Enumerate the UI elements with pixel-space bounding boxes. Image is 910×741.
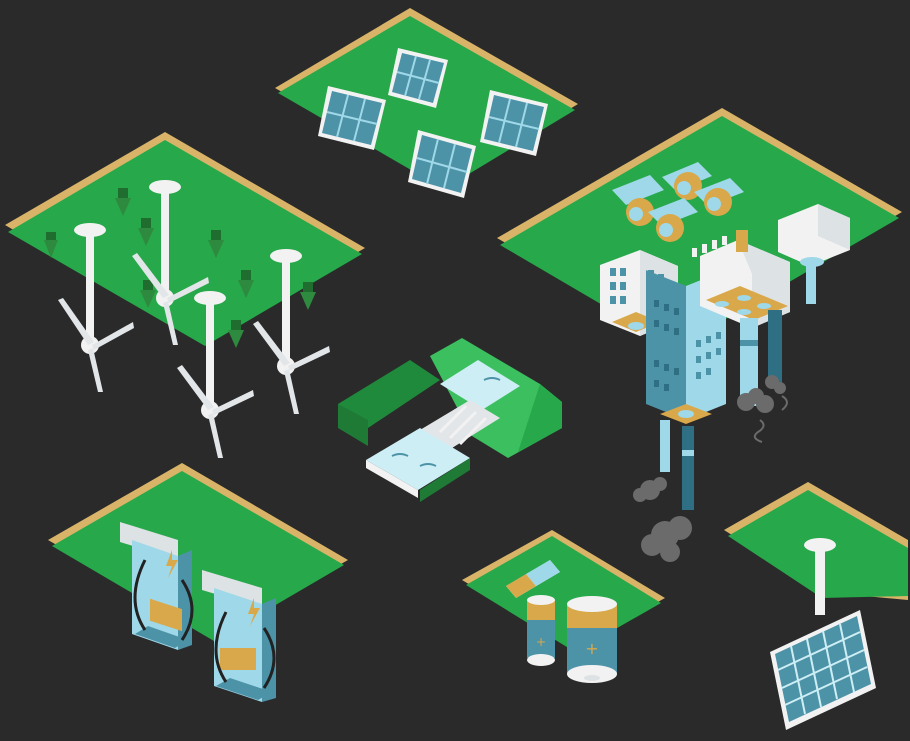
wind-turbine-icon — [132, 180, 209, 345]
solar-panel-island-icon — [724, 482, 908, 730]
charging-station-icon — [120, 522, 194, 650]
solar-panel-icon — [388, 48, 448, 108]
river — [366, 428, 470, 490]
power-plant-island-icon — [497, 108, 902, 562]
solar-panel-icon — [480, 90, 548, 156]
wind-turbine-icon — [58, 223, 134, 392]
island-grass — [466, 536, 661, 652]
factory-icon — [692, 204, 850, 406]
smoke-icon — [633, 375, 786, 562]
battery-plus-label: + — [585, 639, 598, 658]
solar-panel-icon — [770, 538, 876, 730]
wind-turbine-icon — [177, 291, 254, 458]
tank-icon — [612, 162, 744, 242]
dam-wall — [420, 400, 500, 448]
battery-icon — [506, 560, 560, 598]
reservoir — [440, 360, 520, 410]
solar-farm-island-icon — [275, 8, 578, 198]
charging-station-icon — [202, 570, 276, 702]
wind-turbine-icon — [253, 249, 330, 414]
solar-panel-icon — [318, 86, 386, 150]
ev-charging-island-icon — [48, 463, 348, 702]
solar-panel-icon — [408, 130, 476, 198]
battery-plus-label: + — [536, 635, 546, 649]
island-grass — [52, 471, 344, 641]
battery-icon: + — [567, 596, 617, 683]
battery-island-icon: + + — [462, 530, 665, 683]
tree-icon — [44, 188, 316, 348]
island-grass — [8, 140, 362, 346]
island-grass — [500, 116, 899, 348]
hydro-dam-icon — [338, 338, 562, 502]
wind-farm-island-icon — [5, 132, 365, 458]
battery-icon: + — [527, 595, 555, 666]
